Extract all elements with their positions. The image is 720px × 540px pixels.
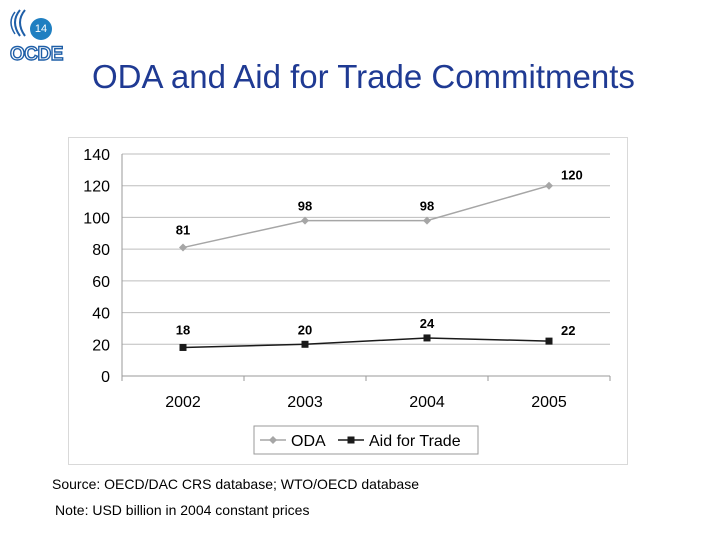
oecd-logo-text: OCDE bbox=[9, 43, 64, 65]
data-point-oda bbox=[545, 181, 553, 190]
y-tick-label: 20 bbox=[92, 337, 110, 354]
x-tick-label: 2004 bbox=[409, 394, 445, 411]
y-tick-label: 0 bbox=[101, 369, 110, 386]
legend-marker-aid-for-trade bbox=[347, 436, 355, 444]
y-tick-label: 80 bbox=[92, 242, 110, 259]
y-tick-label: 60 bbox=[92, 274, 110, 291]
oecd-logo: 14 OCDE bbox=[6, 8, 64, 66]
series-line-oda bbox=[182, 184, 550, 249]
data-label: 98 bbox=[298, 199, 312, 214]
y-tick-label: 40 bbox=[92, 306, 110, 323]
note-text: Note: USD billion in 2004 constant price… bbox=[55, 502, 310, 518]
source-text: Source: OECD/DAC CRS database; WTO/OECD … bbox=[52, 476, 419, 492]
page-title: ODA and Aid for Trade Commitments bbox=[92, 58, 635, 95]
data-label: 20 bbox=[298, 322, 312, 337]
data-label: 18 bbox=[176, 322, 190, 337]
line-chart: 0 20 40 60 80 100 120 140 2002 2003 2004 2005 81 98 98… bbox=[68, 137, 628, 465]
data-point-oda bbox=[301, 216, 309, 225]
legend-label: ODA bbox=[291, 433, 326, 450]
data-label: 120 bbox=[561, 168, 583, 183]
data-point-aid-for-trade bbox=[545, 337, 553, 345]
data-point-oda bbox=[179, 243, 187, 252]
x-tick-label: 2003 bbox=[287, 394, 323, 411]
chart-frame bbox=[68, 137, 628, 465]
data-point-aid-for-trade bbox=[179, 343, 187, 351]
slide-number: 14 bbox=[30, 18, 52, 40]
legend-label: Aid for Trade bbox=[369, 433, 461, 450]
x-tick-label: 2005 bbox=[531, 394, 567, 411]
data-point-aid-for-trade bbox=[423, 334, 431, 342]
legend-marker-oda bbox=[269, 436, 277, 444]
data-point-oda bbox=[423, 216, 431, 225]
y-tick-label: 140 bbox=[83, 147, 110, 164]
chart-svg: 0 20 40 60 80 100 120 140 2002 2003 2004 2005 81 98 98… bbox=[68, 137, 628, 465]
y-tick-label: 100 bbox=[83, 210, 110, 227]
y-tick-label: 120 bbox=[83, 179, 110, 196]
legend-box bbox=[253, 425, 479, 455]
data-label: 98 bbox=[420, 199, 434, 214]
oecd-arcs-icon bbox=[10, 9, 26, 37]
data-label: 22 bbox=[561, 323, 575, 338]
x-tick-label: 2002 bbox=[165, 394, 201, 411]
data-label: 24 bbox=[420, 316, 435, 331]
data-point-aid-for-trade bbox=[301, 340, 309, 348]
series-line-aid-for-trade bbox=[182, 337, 550, 349]
data-label: 81 bbox=[176, 223, 190, 238]
